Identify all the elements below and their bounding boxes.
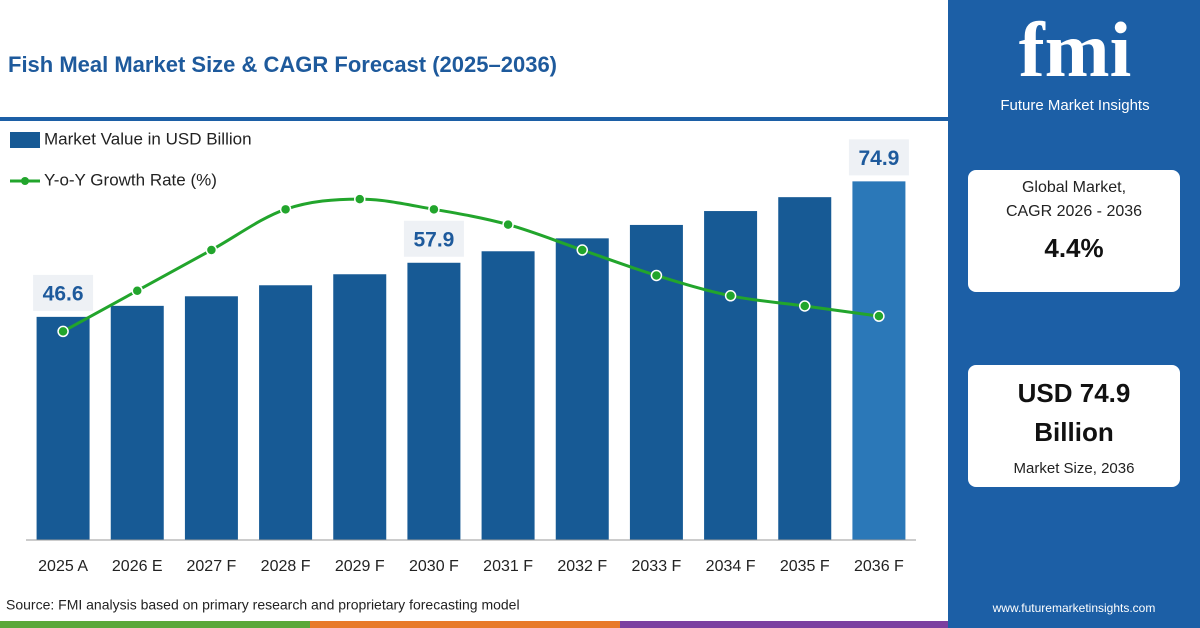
bar bbox=[778, 197, 832, 540]
brand: Future Market Insights bbox=[1000, 97, 1149, 114]
growth-point bbox=[650, 269, 663, 282]
bar bbox=[852, 181, 906, 540]
bar bbox=[184, 296, 238, 540]
website: www.futuremarketinsights.com bbox=[992, 601, 1156, 615]
growth-point bbox=[131, 284, 143, 297]
bar bbox=[110, 305, 164, 540]
value-label: 46.6 bbox=[43, 282, 84, 305]
growth-point bbox=[873, 310, 885, 322]
x-tick-label: 2030 F bbox=[409, 558, 459, 575]
strip bbox=[310, 621, 620, 628]
growth-point bbox=[428, 203, 440, 216]
x-tick-label: 2027 F bbox=[187, 558, 237, 575]
growth-point bbox=[799, 300, 811, 312]
bar bbox=[555, 238, 609, 540]
value-label-bg bbox=[33, 274, 94, 311]
growth-point bbox=[724, 290, 737, 302]
value-label: 74.9 bbox=[858, 147, 899, 170]
x-tick-label: 2036 F bbox=[854, 558, 904, 575]
growth-point bbox=[502, 218, 514, 231]
bar bbox=[333, 274, 387, 540]
value-label-bg bbox=[403, 220, 464, 257]
card-value: USD 74.9 bbox=[1018, 378, 1131, 408]
growth-point bbox=[205, 244, 218, 256]
x-tick-label: 2033 F bbox=[632, 558, 682, 575]
card-value: 4.4% bbox=[1044, 233, 1103, 263]
bar bbox=[407, 262, 461, 540]
card-value: Billion bbox=[1034, 417, 1113, 447]
bar bbox=[704, 211, 758, 541]
x-tick-label: 2029 F bbox=[335, 558, 385, 575]
legend-label: Y-o-Y Growth Rate (%) bbox=[44, 170, 217, 189]
bar bbox=[36, 316, 90, 540]
strip bbox=[948, 621, 1200, 628]
legend-swatch bbox=[21, 177, 29, 185]
growth-point bbox=[279, 203, 292, 216]
value-label: 57.9 bbox=[413, 228, 454, 251]
strip bbox=[620, 621, 948, 628]
chart-title: Fish Meal Market Size & CAGR Forecast (2… bbox=[8, 52, 557, 77]
growth-point bbox=[354, 193, 366, 205]
x-tick-label: 2032 F bbox=[557, 558, 607, 575]
card-text: CAGR 2026 - 2036 bbox=[1006, 203, 1142, 220]
source: Source: FMI analysis based on primary re… bbox=[6, 597, 520, 613]
sidebar bbox=[948, 0, 1200, 628]
x-tick-label: 2028 F bbox=[261, 558, 311, 575]
card bbox=[968, 365, 1180, 487]
growth-point bbox=[57, 325, 69, 338]
card-text: Market Size, 2036 bbox=[1014, 460, 1135, 477]
legend-label: Market Value in USD Billion bbox=[44, 129, 252, 148]
legend-swatch bbox=[10, 132, 40, 148]
card bbox=[968, 170, 1180, 292]
growth-point bbox=[576, 244, 588, 256]
x-tick-label: 2035 F bbox=[780, 558, 830, 575]
x-tick-label: 2031 F bbox=[483, 558, 533, 575]
title-rule bbox=[0, 117, 948, 121]
value-label-bg bbox=[848, 139, 909, 176]
card-text: Global Market, bbox=[1022, 179, 1126, 196]
bar bbox=[481, 251, 535, 540]
x-tick-label: 2034 F bbox=[706, 558, 756, 575]
x-tick-label: 2026 E bbox=[112, 558, 163, 575]
bar bbox=[259, 285, 313, 540]
x-tick-label: 2025 A bbox=[38, 558, 88, 575]
logo: fmi bbox=[1019, 6, 1132, 93]
strip bbox=[0, 621, 310, 628]
